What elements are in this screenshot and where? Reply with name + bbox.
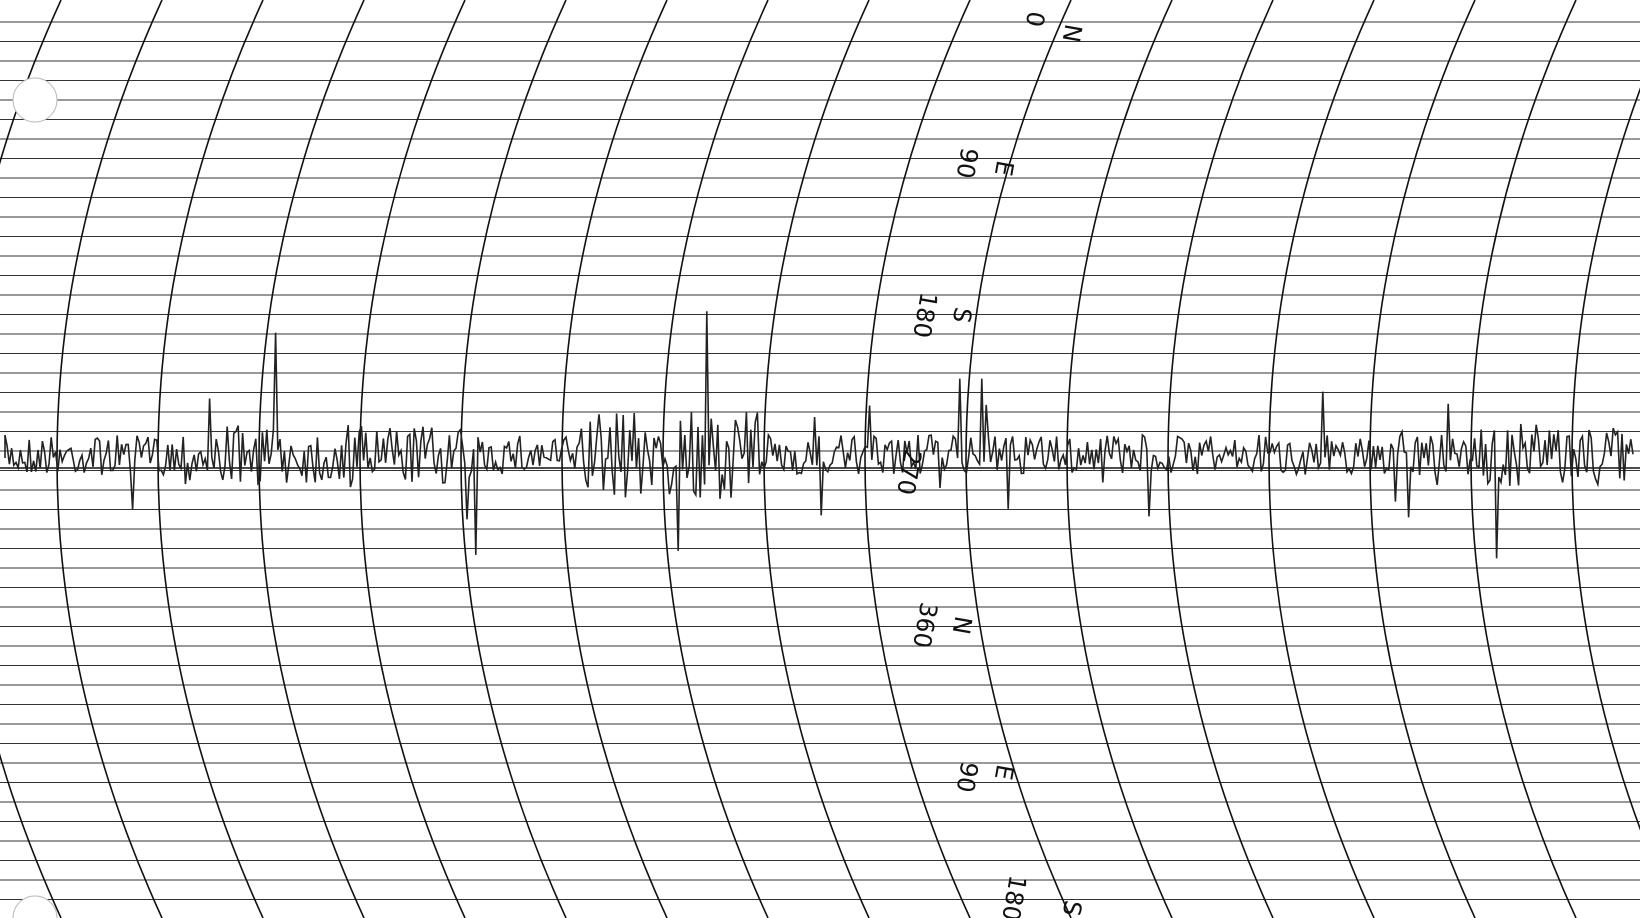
degree-label: 90 xyxy=(951,146,984,181)
recorder-chart: 0N90E180S270360N90E180S xyxy=(0,0,1640,918)
degree-label: 90 xyxy=(951,760,984,795)
punch-hole xyxy=(13,78,57,122)
